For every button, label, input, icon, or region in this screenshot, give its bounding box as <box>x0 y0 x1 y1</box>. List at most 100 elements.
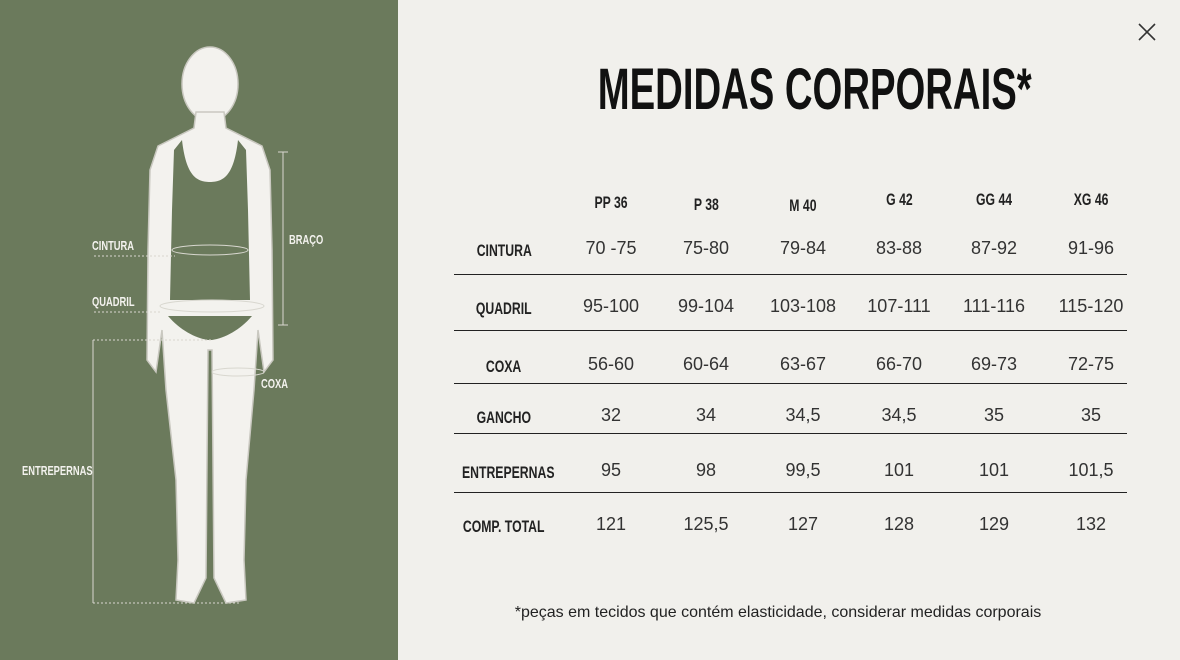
cell-value-text: 107-111 <box>867 296 931 316</box>
cell-value: 63-67 <box>743 354 863 375</box>
cell-value-text: 32 <box>600 405 622 425</box>
column-header-text: M 40 <box>789 196 817 215</box>
cell-value-text: 101 <box>978 460 1010 480</box>
row-label: COMP. TOTAL <box>444 517 564 537</box>
cell-value: 72-75 <box>1031 354 1151 375</box>
cell-value: 125,5 <box>646 514 766 535</box>
cell-value: 95-100 <box>551 296 671 317</box>
cell-value: 87-92 <box>934 238 1054 259</box>
cell-value: 66-70 <box>839 354 959 375</box>
cell-value: 99-104 <box>646 296 766 317</box>
cell-value-text: 83-88 <box>875 238 923 258</box>
column-header: G 42 <box>839 190 959 210</box>
row-label-text: QUADRIL <box>476 299 532 318</box>
column-header-text: G 42 <box>885 190 913 209</box>
row-label-text: CINTURA <box>476 241 532 260</box>
cell-value: 35 <box>1031 405 1151 426</box>
cell-value: 98 <box>646 460 766 481</box>
row-label-text: COMP. TOTAL <box>463 517 545 536</box>
column-header: M 40 <box>743 196 863 216</box>
cell-value: 99,5 <box>743 460 863 481</box>
cell-value-text: 121 <box>595 514 627 534</box>
cell-value: 115-120 <box>1031 296 1151 317</box>
row-label: ENTREPERNAS <box>444 463 564 483</box>
label-cintura: CINTURA <box>92 240 134 254</box>
cell-value: 75-80 <box>646 238 766 259</box>
body-figure: CINTURA QUADRIL BRAÇO COXA ENTREPERNAS <box>22 46 323 604</box>
cell-value-text: 72-75 <box>1067 354 1115 374</box>
cell-value-text: 66-70 <box>875 354 923 374</box>
cell-value: 129 <box>934 514 1054 535</box>
cell-value-text: 91-96 <box>1067 238 1115 258</box>
column-header: XG 46 <box>1031 190 1151 210</box>
row-label-text: ENTREPERNAS <box>461 463 555 482</box>
cell-value: 91-96 <box>1031 238 1151 259</box>
cell-value-text: 87-92 <box>970 238 1018 258</box>
cell-value: 101,5 <box>1031 460 1151 481</box>
row-divider <box>454 433 1127 434</box>
row-label: COXA <box>444 357 564 377</box>
title: MEDIDAS CORPORAIS* <box>415 56 1180 123</box>
cell-value-text: 127 <box>787 514 819 534</box>
cell-value-text: 35 <box>983 405 1005 425</box>
cell-value-text: 99,5 <box>785 460 821 480</box>
row-label: GANCHO <box>444 408 564 428</box>
cell-value-text: 132 <box>1075 514 1107 534</box>
cell-value: 34 <box>646 405 766 426</box>
row-divider <box>454 492 1127 493</box>
cell-value: 35 <box>934 405 1054 426</box>
cell-value: 34,5 <box>839 405 959 426</box>
cell-value-text: 98 <box>695 460 717 480</box>
label-quadril: QUADRIL <box>92 296 135 310</box>
figure-panel: CINTURA QUADRIL BRAÇO COXA ENTREPERNAS <box>0 0 398 660</box>
row-divider <box>454 383 1127 384</box>
row-label-text: GANCHO <box>476 408 532 427</box>
row-divider <box>454 274 1127 275</box>
row-divider <box>454 330 1127 331</box>
cell-value-text: 101 <box>883 460 915 480</box>
cell-value-text: 75-80 <box>682 238 730 258</box>
cell-value: 56-60 <box>551 354 671 375</box>
cell-value-text: 101,5 <box>1068 460 1114 480</box>
cell-value: 83-88 <box>839 238 959 259</box>
cell-value-text: 129 <box>978 514 1010 534</box>
label-braco: BRAÇO <box>289 234 323 248</box>
cell-value: 32 <box>551 405 671 426</box>
column-header: GG 44 <box>934 190 1054 210</box>
cell-value-text: 63-67 <box>779 354 827 374</box>
cell-value: 34,5 <box>743 405 863 426</box>
cell-value: 103-108 <box>743 296 863 317</box>
column-header-text: PP 36 <box>594 193 628 212</box>
cell-value: 132 <box>1031 514 1151 535</box>
cell-value: 121 <box>551 514 671 535</box>
column-header-text: XG 46 <box>1073 190 1109 209</box>
cell-value: 79-84 <box>743 238 863 259</box>
column-header: P 38 <box>646 195 766 215</box>
cell-value: 111-116 <box>934 296 1054 317</box>
cell-value-text: 60-64 <box>682 354 730 374</box>
cell-value-text: 125,5 <box>683 514 729 534</box>
cell-value: 60-64 <box>646 354 766 375</box>
cell-value-text: 79-84 <box>779 238 827 258</box>
cell-value-text: 70 -75 <box>585 238 637 258</box>
cell-value-text: 103-108 <box>769 296 837 316</box>
cell-value-text: 95-100 <box>582 296 640 316</box>
cell-value: 69-73 <box>934 354 1054 375</box>
cell-value-text: 34,5 <box>785 405 821 425</box>
cell-value: 101 <box>839 460 959 481</box>
close-button[interactable] <box>1135 20 1159 44</box>
cell-value-text: 115-120 <box>1058 296 1124 316</box>
label-coxa: COXA <box>261 378 288 392</box>
cell-value-text: 35 <box>1080 405 1102 425</box>
cell-value: 95 <box>551 460 671 481</box>
column-header-text: P 38 <box>693 195 719 214</box>
row-label: CINTURA <box>444 241 564 261</box>
cell-value-text: 111-116 <box>962 296 1026 316</box>
column-header: PP 36 <box>551 193 671 213</box>
cell-value: 127 <box>743 514 863 535</box>
cell-value: 128 <box>839 514 959 535</box>
cell-value: 101 <box>934 460 1054 481</box>
cell-value-text: 69-73 <box>970 354 1018 374</box>
cell-value: 107-111 <box>839 296 959 317</box>
title-text: MEDIDAS CORPORAIS* <box>598 57 1032 122</box>
